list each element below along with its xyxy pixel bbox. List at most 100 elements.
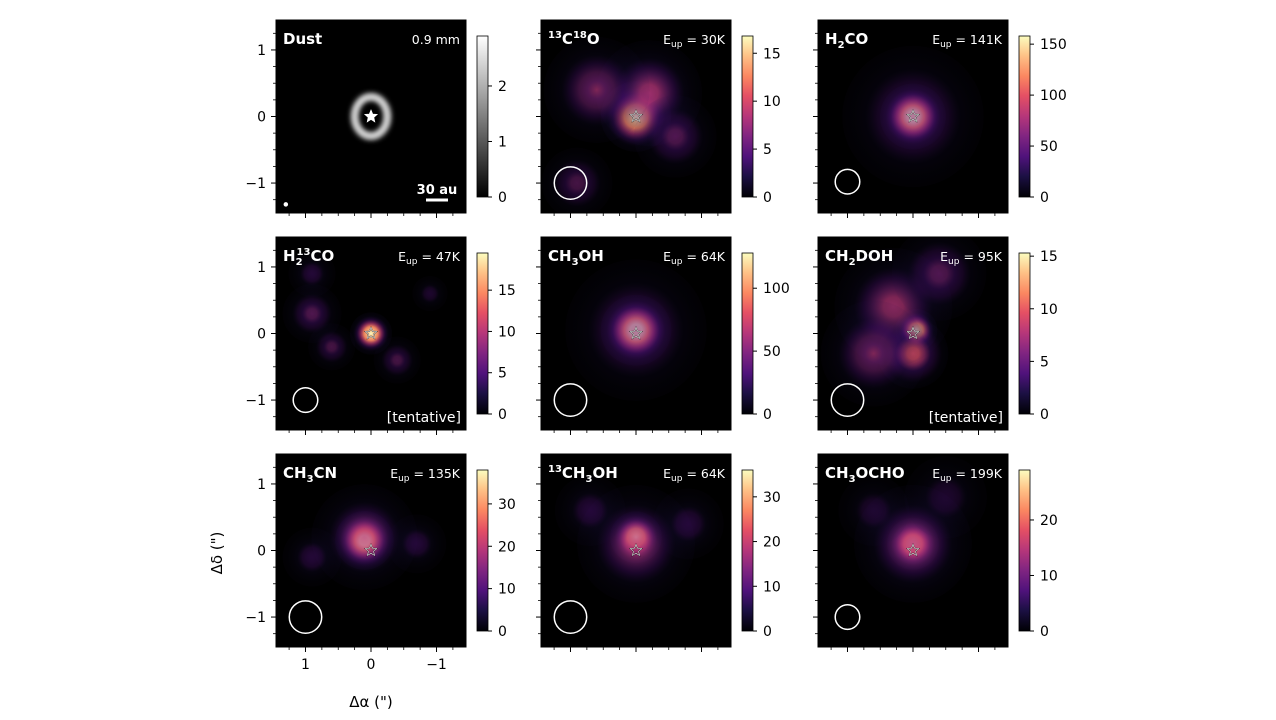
panel-title: 13CH3OH — [548, 464, 618, 485]
colorbar-tick-label: 20 — [498, 539, 516, 555]
colorbar-tick-label: 100 — [763, 281, 790, 297]
y-tick-label: −1 — [245, 176, 266, 192]
emission-blob — [412, 275, 448, 312]
panel-ch3oh: CH3OH Eup = 64K 0 50 100 — [536, 236, 790, 435]
colorbar-tick-label: 15 — [1040, 249, 1058, 265]
star-marker-outline — [906, 109, 920, 123]
emission-blob — [634, 95, 717, 178]
colorbar-tick-label: 5 — [1040, 354, 1049, 370]
colorbar-tick-label: 15 — [498, 283, 516, 299]
panel-title-right: Eup = 141K — [932, 32, 1003, 50]
panel-title: 13C18O — [548, 30, 600, 48]
colorbar-tick-label: 0 — [763, 190, 772, 206]
y-tick-label: 1 — [257, 477, 266, 493]
star-marker-outline — [629, 326, 643, 340]
panel-title: CH2DOH — [825, 247, 893, 268]
colorbar-tick-label: 0 — [1040, 407, 1049, 423]
star-marker-outline — [364, 326, 378, 340]
y-tick-label: 1 — [257, 260, 266, 276]
colorbar-tick-label: 0 — [763, 407, 772, 423]
panel-title-right: Eup = 95K — [940, 249, 1003, 267]
emission-map — [282, 484, 447, 591]
emission-blob — [541, 147, 613, 213]
beam-ellipse — [553, 600, 588, 635]
x-axis-label: Δα (") — [349, 693, 393, 711]
panel-note: [tentative] — [387, 410, 461, 426]
emission-map — [541, 36, 717, 213]
beam-ellipse — [553, 166, 588, 201]
colorbar-tick-label: 20 — [763, 535, 781, 551]
dust-ring-core — [353, 95, 389, 138]
emission-blob — [373, 336, 421, 384]
emission-map — [820, 237, 987, 407]
x-tick-label: 0 — [367, 657, 376, 673]
colorbar-tick-label: 0 — [1040, 190, 1049, 206]
beam-ellipse — [830, 383, 865, 418]
colorbar-tick-label: 10 — [763, 94, 781, 110]
emission-map — [565, 259, 707, 401]
panel-dust: 30 au Dust 0.9 mm 1 0 −1 0 1 2 — [245, 19, 507, 218]
panel-title-right: Eup = 199K — [932, 466, 1003, 484]
panel-title-right: Eup = 64K — [663, 466, 726, 484]
colorbar-tick-label: 0 — [1040, 624, 1049, 640]
x-tick-label: 1 — [301, 657, 310, 673]
colorbar-tick-label: 30 — [763, 490, 781, 506]
star-marker-outline — [364, 543, 378, 557]
emission-blob — [554, 475, 626, 546]
panel-title: H2CO — [825, 30, 868, 51]
panel-13ch3oh: 13CH3OH Eup = 64K 0 10 20 30 — [536, 453, 781, 652]
scale-bar-label: 30 au — [417, 183, 458, 198]
emission-blob — [282, 527, 342, 587]
colorbar — [1018, 469, 1031, 632]
emission-blob — [820, 300, 927, 407]
colorbar — [741, 252, 754, 415]
beam-ellipse — [288, 600, 323, 635]
star-marker-outline — [906, 543, 920, 557]
panel-title-right: Eup = 135K — [390, 466, 461, 484]
y-axis-label: Δδ (") — [208, 532, 226, 575]
colorbar — [476, 35, 489, 198]
colorbar-tick-label: 2 — [498, 79, 507, 95]
colorbar-tick-label: 10 — [1040, 568, 1058, 584]
star-marker-outline — [906, 326, 920, 340]
colorbar-tick-label: 10 — [498, 582, 516, 598]
panel-title: CH3CN — [283, 464, 337, 485]
y-tick-label: 0 — [257, 110, 266, 126]
emission-map — [282, 250, 448, 384]
panel-ch3ocho: CH3OCHO Eup = 199K 0 10 20 — [813, 453, 1058, 652]
panel-title-right: Eup = 64K — [663, 249, 726, 267]
panel-title-right: 0.9 mm — [412, 32, 460, 47]
y-tick-label: 0 — [257, 544, 266, 560]
colorbar-tick-label: 50 — [1040, 139, 1058, 155]
emission-map — [842, 45, 984, 188]
emission-blob — [387, 514, 447, 574]
panel-title-right: Eup = 30K — [663, 32, 726, 50]
beam-ellipse — [834, 168, 861, 195]
emission-blob — [838, 475, 910, 546]
colorbar-tick-label: 15 — [763, 46, 781, 62]
y-tick-label: 0 — [257, 327, 266, 343]
colorbar — [741, 469, 754, 632]
emission-blob — [904, 455, 988, 539]
beam-ellipse — [283, 202, 289, 207]
colorbar — [476, 469, 489, 632]
panel-title: CH3OCHO — [825, 464, 905, 485]
colorbar-tick-label: 0 — [498, 407, 507, 423]
colorbar-tick-label: 10 — [1040, 302, 1058, 318]
beam-ellipse — [834, 604, 861, 631]
x-tick-label: −1 — [426, 657, 447, 673]
colorbar-tick-label: 150 — [1040, 37, 1067, 53]
colorbar-tick-label: 0 — [498, 190, 507, 206]
colorbar-tick-label: 0 — [763, 624, 772, 640]
emission-blob — [308, 323, 356, 371]
emission-blob — [565, 259, 707, 401]
emission-blob — [543, 36, 650, 143]
beam-ellipse — [553, 383, 588, 418]
emission-blob — [653, 488, 724, 560]
colorbar-tick-label: 50 — [763, 344, 781, 360]
colorbar-tick-label: 1 — [498, 134, 507, 150]
emission-blob — [288, 250, 336, 298]
star-marker-outline — [629, 109, 643, 123]
emission-blob — [892, 237, 987, 321]
star-marker-outline — [629, 543, 643, 557]
